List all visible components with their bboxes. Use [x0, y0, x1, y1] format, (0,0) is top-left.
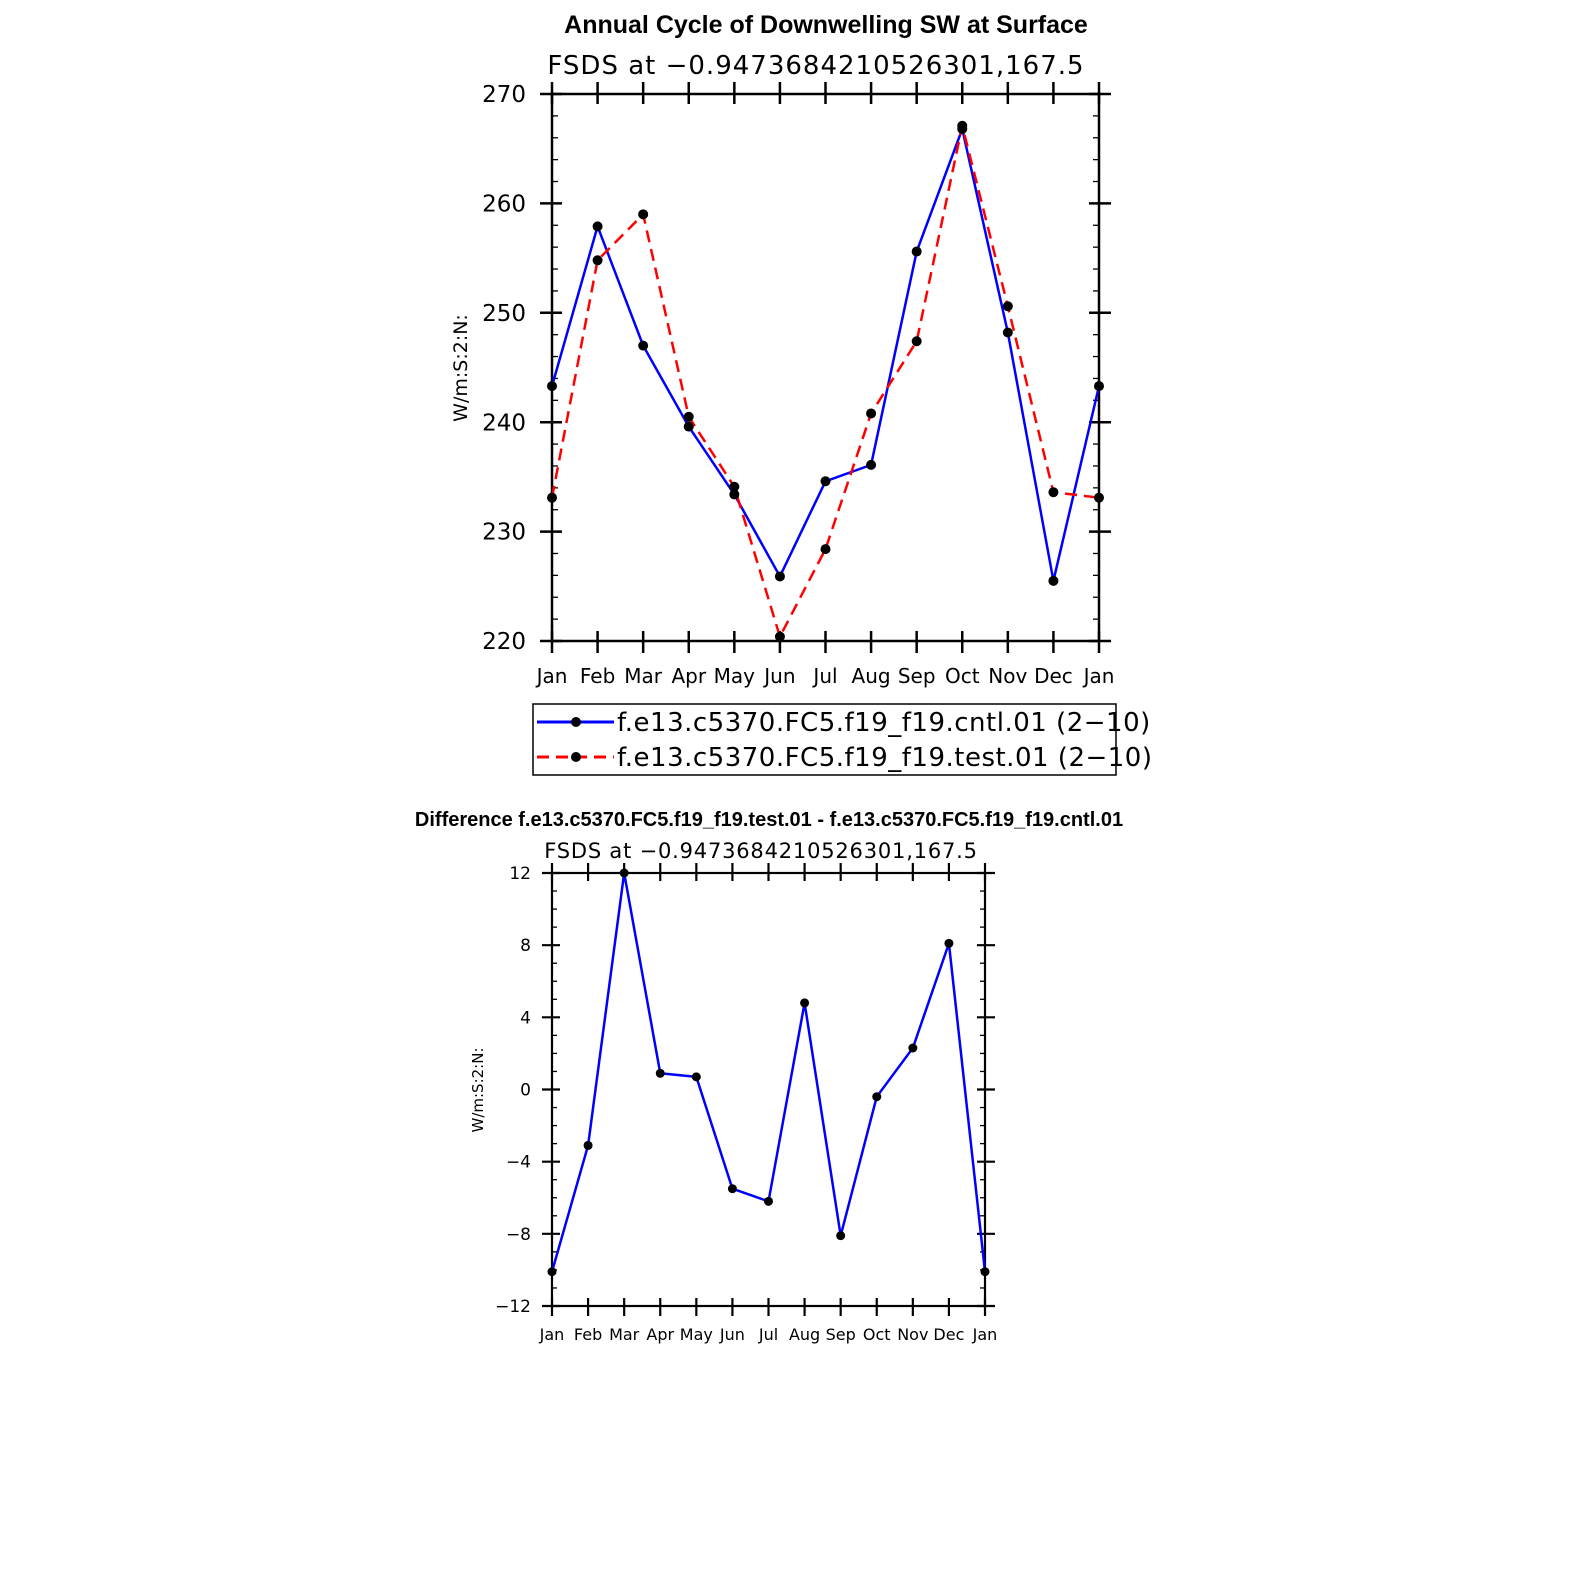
chart2-xtick-label: Nov	[897, 1325, 928, 1344]
chart1-xtick-label: Sep	[898, 664, 936, 688]
chart1-xtick-label: Feb	[580, 664, 615, 688]
chart2-plot-frame	[550, 871, 987, 1308]
chart1-xtick-label: Aug	[852, 664, 891, 688]
chart2-series-0-point	[980, 1267, 990, 1277]
chart2-ytick-label: 0	[520, 1080, 531, 1100]
chart1-subtitle: FSDS at −0.9473684210526301,167.5	[547, 51, 1084, 81]
legend-box	[532, 703, 1117, 776]
chart1-series-0-point	[592, 221, 603, 232]
chart1-series-1-point	[683, 411, 694, 422]
chart2-xtick-label: May	[680, 1325, 713, 1344]
chart2-series-0-point	[583, 1140, 593, 1150]
chart1-series-1-point	[774, 631, 785, 642]
chart2-xtick-label: Aug	[789, 1325, 820, 1344]
chart1-ytick-label: 240	[482, 410, 526, 436]
chart1-series-1-point	[957, 120, 968, 131]
chart2-series-0-line	[550, 871, 987, 1273]
chart2-series-0-point	[908, 1043, 918, 1053]
chart1-series-0-line	[550, 127, 1101, 583]
chart2-ytick-label: −12	[495, 1297, 531, 1317]
chart2-xtick-label: Jan	[539, 1325, 565, 1344]
chart1-series-0-point	[774, 571, 785, 582]
chart1-xtick-label: Mar	[624, 664, 663, 688]
legend-marker-test	[571, 752, 581, 762]
chart2-ytick-label: 4	[520, 1008, 531, 1028]
chart1-xtick-label: May	[714, 664, 756, 688]
chart2-series-0-point	[727, 1184, 737, 1194]
chart1-ylabel: W/m:S:2:N:	[450, 314, 472, 422]
chart2-xtick-label: Apr	[646, 1325, 674, 1344]
chart1-xtick-label: Apr	[671, 664, 706, 688]
chart2-xtick-label: Jan	[972, 1325, 998, 1344]
chart1-series-1-point	[592, 255, 603, 266]
chart2-ytick-label: 8	[520, 936, 531, 956]
chart1-series-0-point	[1094, 381, 1104, 392]
chart1-ytick-label: 230	[482, 520, 526, 546]
chart2-series-0-point	[944, 938, 954, 948]
chart2-xtick-label: Jun	[719, 1325, 745, 1344]
chart1-ytick-label: 250	[482, 301, 526, 327]
chart1-series-1-point	[729, 481, 740, 492]
chart2-series-0-point	[764, 1196, 773, 1206]
chart2-subtitle: FSDS at −0.9473684210526301,167.5	[544, 839, 978, 863]
chart1-series-1-point	[1048, 487, 1059, 498]
chart2-series-0-point	[800, 998, 810, 1008]
chart2-xtick-label: Sep	[826, 1325, 856, 1344]
chart2-series-0-point	[619, 868, 629, 878]
chart1-xtick-label: Jul	[811, 664, 837, 688]
chart1-ytick-label: 260	[482, 191, 526, 217]
chart1-series-1-point	[547, 492, 557, 503]
chart2-ytick-label: 12	[509, 864, 531, 884]
chart1-series-1-point	[866, 408, 877, 419]
chart1-series-0-point	[729, 489, 740, 500]
chart1-series-0-point	[638, 340, 649, 351]
chart1-title: Annual Cycle of Downwelling SW at Surfac…	[564, 11, 1088, 39]
chart1-series-0-point	[1002, 327, 1013, 338]
chart1-xtick-label: Oct	[945, 664, 980, 688]
chart1-legend: f.e13.c5370.FC5.f19_f19.cntl.01 (2−10) f…	[532, 703, 1153, 776]
chart2-xtick-label: Feb	[574, 1325, 602, 1344]
legend-label-cntl: f.e13.c5370.FC5.f19_f19.cntl.01 (2−10)	[617, 708, 1151, 738]
chart2-ylabel: W/m:S:2:N:	[469, 1048, 487, 1133]
chart1-series-1-point	[820, 544, 831, 555]
legend-marker-cntl	[571, 717, 581, 727]
chart1-series-0-point	[820, 476, 831, 487]
chart2-series-0-point	[691, 1072, 701, 1082]
chart1-series-0-point	[683, 421, 694, 432]
chart2-series-0-point	[655, 1068, 665, 1078]
chart1-ytick-label: 220	[482, 629, 526, 655]
chart1-series-0-point	[547, 381, 557, 392]
chart1-xtick-label: Nov	[988, 664, 1027, 688]
chart1-ytick-label: 270	[482, 82, 526, 108]
chart2-ytick-label: −4	[506, 1153, 531, 1173]
chart2-title: Difference f.e13.c5370.FC5.f19_f19.test.…	[415, 809, 1123, 831]
chart2-xtick-label: Oct	[863, 1325, 891, 1344]
chart1-plot-frame	[550, 92, 1101, 643]
legend-label-test: f.e13.c5370.FC5.f19_f19.test.01 (2−10)	[617, 743, 1153, 773]
chart2-xtick-label: Mar	[609, 1325, 640, 1344]
chart1-series-1-point	[1002, 301, 1013, 312]
chart2-series-0-point	[836, 1231, 846, 1241]
chart2-ytick-label: −8	[506, 1225, 531, 1245]
chart1-series-0-point	[1048, 575, 1059, 586]
chart1-xtick-label: Jun	[762, 664, 795, 688]
chart2-xtick-label: Jul	[758, 1325, 778, 1344]
chart1-series-1-point	[1094, 492, 1104, 503]
difference-chart: Difference f.e13.c5370.FC5.f19_f19.test.…	[415, 809, 1123, 1344]
chart2-series-0-point	[547, 1267, 557, 1277]
chart1-series-0-point	[866, 459, 877, 470]
chart1-xtick-label: Jan	[1082, 664, 1115, 688]
chart1-series-1-point	[638, 209, 649, 220]
chart1-series-1-point	[911, 336, 922, 347]
annual-cycle-chart: Annual Cycle of Downwelling SW at Surfac…	[450, 11, 1114, 688]
chart1-xtick-label: Jan	[535, 664, 568, 688]
chart1-series-0-point	[911, 246, 922, 257]
chart2-series-0-point	[872, 1092, 882, 1102]
chart2-xtick-label: Dec	[933, 1325, 964, 1344]
chart1-xtick-label: Dec	[1034, 664, 1073, 688]
